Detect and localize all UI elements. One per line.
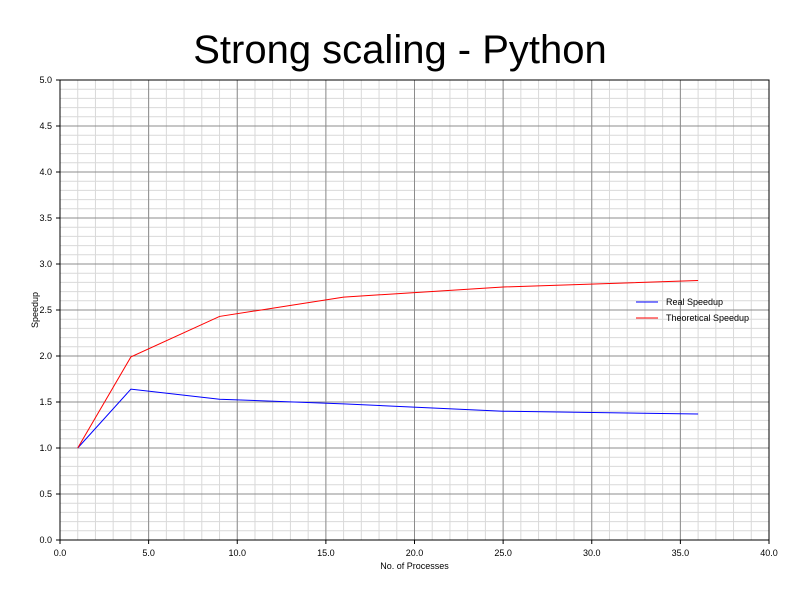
y-tick-label: 0.0: [39, 535, 52, 545]
x-tick-label: 40.0: [760, 548, 778, 558]
x-tick-label: 0.0: [54, 548, 67, 558]
x-tick-label: 20.0: [406, 548, 424, 558]
legend-label-real-speedup: Real Speedup: [666, 297, 723, 307]
y-tick-label: 4.5: [39, 121, 52, 131]
y-tick-label: 1.0: [39, 443, 52, 453]
y-tick-label: 3.5: [39, 213, 52, 223]
legend: Real Speedup Theoretical Speedup: [636, 297, 749, 323]
y-tick-label: 2.0: [39, 351, 52, 361]
y-tick-label: 4.0: [39, 167, 52, 177]
y-axis-ticks: 0.0 0.5 1.0 1.5 2.0 2.5 3.0 3.5 4.0 4.5 5.0: [39, 75, 60, 545]
y-axis-label: Speedup: [30, 292, 40, 328]
x-tick-label: 25.0: [494, 548, 512, 558]
y-tick-label: 2.5: [39, 305, 52, 315]
series-line-theoretical-speedup: [77, 280, 699, 449]
x-tick-label: 10.0: [228, 548, 246, 558]
x-tick-label: 15.0: [317, 548, 335, 558]
y-tick-label: 0.5: [39, 489, 52, 499]
x-axis-label: No. of Processes: [380, 561, 449, 571]
x-axis-ticks: 0.0 5.0 10.0 15.0 20.0 25.0 30.0 35.0 40.0: [54, 540, 778, 558]
y-tick-label: 1.5: [39, 397, 52, 407]
x-tick-label: 35.0: [672, 548, 690, 558]
chart-title: Strong scaling - Python: [193, 28, 607, 72]
x-tick-label: 5.0: [142, 548, 155, 558]
x-tick-label: 30.0: [583, 548, 601, 558]
y-tick-label: 5.0: [39, 75, 52, 85]
y-tick-label: 3.0: [39, 259, 52, 269]
series-line-real-speedup: [77, 388, 699, 449]
series-lines: [77, 280, 699, 449]
legend-label-theoretical-speedup: Theoretical Speedup: [666, 313, 749, 323]
